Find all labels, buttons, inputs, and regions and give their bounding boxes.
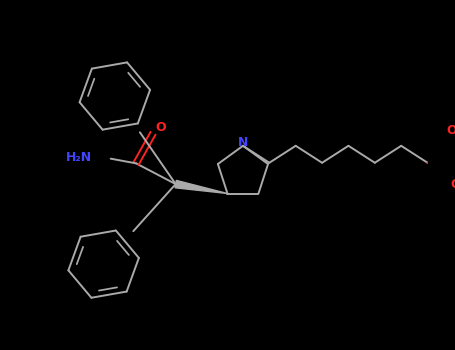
Text: N: N [238, 135, 248, 148]
Text: H₂N: H₂N [66, 151, 92, 164]
Text: O: O [447, 124, 455, 137]
Text: O: O [450, 178, 455, 191]
Text: O: O [155, 121, 166, 134]
Polygon shape [175, 180, 228, 194]
